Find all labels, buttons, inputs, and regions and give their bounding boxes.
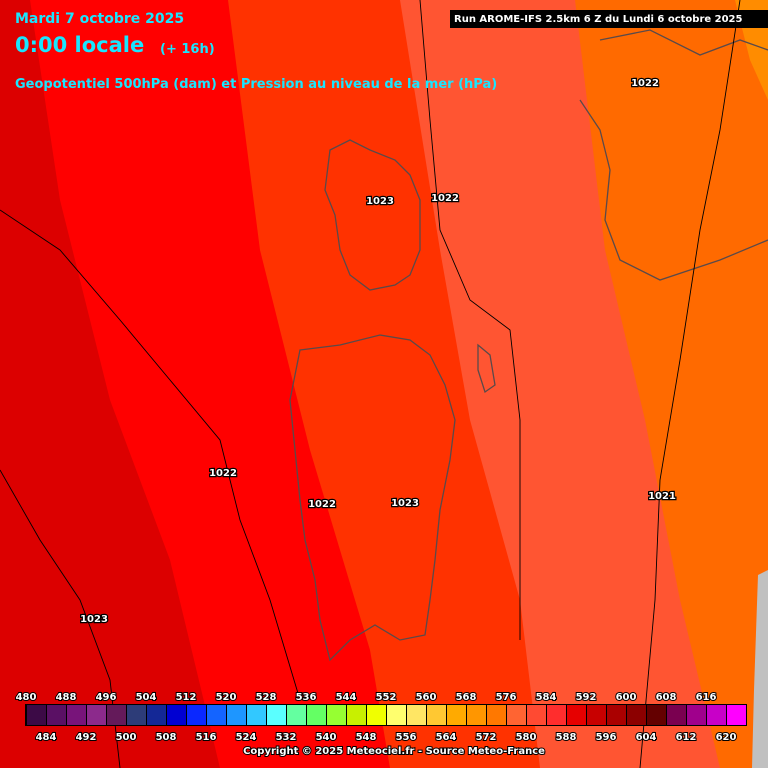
colorbar-swatch	[407, 705, 426, 725]
colorbar-swatch	[387, 705, 406, 725]
colorbar-swatch	[527, 705, 546, 725]
isobar-label: 1022	[631, 78, 659, 89]
isobar-label: 1023	[366, 196, 394, 207]
colorbar-swatch	[27, 705, 46, 725]
colorbar-label: 576	[496, 692, 517, 703]
colorbar-label: 608	[656, 692, 677, 703]
colorbar-label: 552	[376, 692, 397, 703]
colorbar-label: 620	[716, 732, 737, 743]
colorbar-label: 584	[536, 692, 557, 703]
coastline	[289, 334, 456, 662]
colorbar-label: 548	[356, 732, 377, 743]
colorbar-swatch	[367, 705, 386, 725]
coastline	[477, 343, 496, 394]
colorbar-label: 492	[76, 732, 97, 743]
colorbar-label: 512	[176, 692, 197, 703]
colorbar-label: 508	[156, 732, 177, 743]
colorbar-swatch	[147, 705, 166, 725]
colorbar-swatch	[707, 705, 726, 725]
colorbar-swatch	[127, 705, 146, 725]
colorbar-swatch	[647, 705, 666, 725]
colorbar-swatch	[567, 705, 586, 725]
colorbar-label: 544	[336, 692, 357, 703]
colorbar-label: 612	[676, 732, 697, 743]
colorbar-label: 616	[696, 692, 717, 703]
colorbar-label: 564	[436, 732, 457, 743]
colorbar-label: 516	[196, 732, 217, 743]
colorbar-swatch	[347, 705, 366, 725]
land-gray	[752, 570, 768, 768]
lead-time: (+ 16h)	[160, 42, 215, 57]
colorbar-swatch	[207, 705, 226, 725]
colorbar-label: 484	[36, 732, 57, 743]
colorbar-label: 504	[136, 692, 157, 703]
colorbar-swatch	[227, 705, 246, 725]
colorbar-label: 540	[316, 732, 337, 743]
colorbar-label: 596	[596, 732, 617, 743]
colorbar-swatch	[507, 705, 526, 725]
colorbar-label: 560	[416, 692, 437, 703]
copyright: Copyright © 2025 Meteociel.fr - Source M…	[243, 746, 545, 757]
colorbar-swatch	[607, 705, 626, 725]
colorbar-swatch	[67, 705, 86, 725]
isobar	[419, 0, 521, 640]
colorbar-swatch	[467, 705, 486, 725]
colorbar-swatch	[427, 705, 446, 725]
colorbar-label: 604	[636, 732, 657, 743]
run-box	[450, 10, 768, 28]
colorbar-swatch	[487, 705, 506, 725]
colorbar-label: 524	[236, 732, 257, 743]
isobar-label: 1022	[308, 499, 336, 510]
coastline	[599, 29, 768, 56]
colorbar-label: 580	[516, 732, 537, 743]
colorbar-swatch	[687, 705, 706, 725]
isobar	[0, 209, 301, 701]
colorbar-swatch	[727, 705, 746, 725]
colorbar-label: 572	[476, 732, 497, 743]
colorbar-label: 532	[276, 732, 297, 743]
colorbar-label: 568	[456, 692, 477, 703]
colorbar-swatch	[667, 705, 686, 725]
isobar-label: 1023	[80, 614, 108, 625]
coastline	[324, 139, 421, 291]
colorbar-swatch	[327, 705, 346, 725]
colorbar-swatch	[247, 705, 266, 725]
isobar-label: 1022	[431, 193, 459, 204]
colorbar-swatch	[87, 705, 106, 725]
colorbar-label: 556	[396, 732, 417, 743]
coastline	[579, 99, 768, 281]
colorbar-label: 588	[556, 732, 577, 743]
isobar	[639, 0, 741, 768]
colorbar-label: 520	[216, 692, 237, 703]
colorbar-label: 480	[16, 692, 37, 703]
date: Mardi 7 octobre 2025	[15, 11, 184, 27]
colorbar-label: 496	[96, 692, 117, 703]
isobar-label: 1021	[648, 491, 676, 502]
colorbar-swatch	[267, 705, 286, 725]
colorbar-swatch	[587, 705, 606, 725]
colorbar-label: 592	[576, 692, 597, 703]
colorbar-swatch	[627, 705, 646, 725]
colorbar-label: 488	[56, 692, 77, 703]
colorbar-swatch	[287, 705, 306, 725]
colorbar-label: 600	[616, 692, 637, 703]
colorbar-label: 536	[296, 692, 317, 703]
colorbar-label: 500	[116, 732, 137, 743]
band	[575, 0, 768, 768]
colorbar-swatch	[47, 705, 66, 725]
map-title: Geopotentiel 500hPa (dam) et Pression au…	[15, 77, 497, 92]
time: 0:00 locale	[15, 33, 144, 57]
colorbar-swatch	[307, 705, 326, 725]
colorbar-swatch	[167, 705, 186, 725]
colorbar-label: 528	[256, 692, 277, 703]
colorbar-swatch	[547, 705, 566, 725]
run-info: Run AROME-IFS 2.5km 6 Z du Lundi 6 octob…	[454, 14, 743, 25]
colorbar-swatch	[107, 705, 126, 725]
colorbar-swatch	[447, 705, 466, 725]
isobar-label: 1022	[209, 468, 237, 479]
isobar-label: 1023	[391, 498, 419, 509]
colorbar-swatch	[187, 705, 206, 725]
